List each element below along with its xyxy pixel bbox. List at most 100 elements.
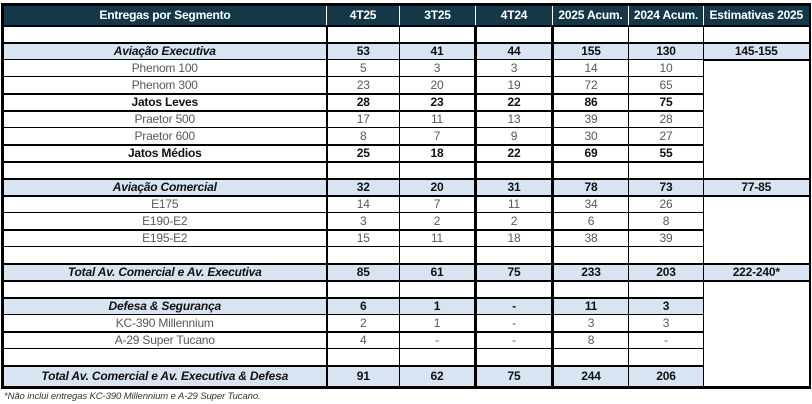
column-header-2: 3T25 xyxy=(399,4,476,27)
value-cell: 19 xyxy=(474,76,553,95)
value-cell xyxy=(628,348,704,367)
value-cell xyxy=(399,280,476,299)
segment-label-cell: KC-390 Millennium xyxy=(2,314,327,333)
estimate-cell xyxy=(703,280,810,389)
value-cell: 2 xyxy=(325,314,400,333)
table-row: Jatos Leves 28 23 22 86 75 xyxy=(2,93,810,112)
value-cell: - xyxy=(399,331,476,349)
value-cell: 86 xyxy=(551,93,629,112)
value-cell: - xyxy=(474,314,553,333)
value-cell: 6 xyxy=(325,297,400,315)
table-row: Defesa & Segurança 6 1-11 3 xyxy=(2,297,810,315)
footnote: *Não inclui entregas KC-390 Millennium e… xyxy=(4,391,261,402)
estimate-cell: 77-85 xyxy=(703,178,810,197)
value-cell xyxy=(628,280,704,299)
table-row: A-29 Super Tucano 4- -8- xyxy=(2,331,810,349)
blank-cell xyxy=(2,246,327,265)
value-cell: 28 xyxy=(325,93,400,112)
value-cell: 91 xyxy=(325,365,400,388)
value-cell xyxy=(399,348,476,367)
value-cell xyxy=(474,348,553,367)
table-row: Phenom 100 5 3 3 14 10 xyxy=(2,59,810,180)
header-row: Entregas por Segmento 4T25 3T25 4T24 2025 Ac… xyxy=(2,4,810,27)
value-cell xyxy=(399,25,476,44)
segment-label-cell: Aviação Comercial xyxy=(2,178,327,197)
value-cell xyxy=(551,161,629,180)
value-cell: 5 xyxy=(325,59,400,77)
value-cell: - xyxy=(628,331,704,349)
value-cell: 22 xyxy=(474,93,553,112)
value-cell: 78 xyxy=(551,178,629,197)
value-cell xyxy=(551,25,629,44)
column-header-0: Entregas por Segmento xyxy=(2,4,327,27)
value-cell xyxy=(474,25,553,44)
value-cell: 69 xyxy=(551,144,629,163)
value-cell: 85 xyxy=(325,263,400,282)
value-cell: 1 xyxy=(399,297,476,315)
table-body: Aviação Executiva 53 41 44 155 130 145-155 Phen… xyxy=(2,25,810,389)
segment-label-cell: Phenom 300 xyxy=(2,76,327,95)
value-cell: 3 xyxy=(551,314,629,333)
value-cell: 3 xyxy=(325,212,400,231)
value-cell: 23 xyxy=(325,76,400,95)
value-cell: 3 xyxy=(399,59,476,77)
segment-label-cell: Total Av. Comercial e Av. Executiva & De… xyxy=(2,365,327,388)
value-cell: 8 xyxy=(325,127,400,146)
value-cell xyxy=(399,161,476,180)
value-cell: 130 xyxy=(628,42,704,60)
value-cell: 15 xyxy=(325,229,400,247)
value-cell xyxy=(551,348,629,367)
value-cell: - xyxy=(474,297,553,315)
table-row: Jatos Médios 25 18 22 69 55 xyxy=(2,144,810,163)
table-row: E190-E2 3 2 2 6 8 xyxy=(2,212,810,231)
value-cell: 2 xyxy=(474,212,553,231)
value-cell: 18 xyxy=(399,144,476,163)
value-cell: 1 xyxy=(399,314,476,333)
value-cell: 203 xyxy=(628,263,704,282)
value-cell: 44 xyxy=(474,42,553,60)
value-cell: 3 xyxy=(474,59,553,77)
value-cell: 39 xyxy=(551,110,629,128)
deliveries-by-segment-table: Entregas por Segmento 4T25 3T25 4T24 2025 Ac… xyxy=(1,3,811,389)
value-cell: 73 xyxy=(628,178,704,197)
value-cell: 22 xyxy=(474,144,553,163)
value-cell: - xyxy=(474,331,553,349)
value-cell xyxy=(628,25,704,44)
table-row: Praetor 600 8 7 9 30 27 xyxy=(2,127,810,146)
table-row: Aviação Executiva 53 41 44 155 130 145-155 xyxy=(2,42,810,61)
segment-label-cell: Total Av. Comercial e Av. Executiva xyxy=(2,263,327,282)
value-cell: 7 xyxy=(399,127,476,146)
value-cell: 27 xyxy=(628,127,704,146)
column-header-5: 2024 Acum. xyxy=(628,4,704,27)
value-cell: 4 xyxy=(325,331,400,349)
segment-label-cell: Jatos Médios xyxy=(2,144,327,163)
value-cell: 233 xyxy=(551,263,629,282)
table-row: E175 14 7 11 34 26 xyxy=(2,195,810,265)
value-cell xyxy=(474,161,553,180)
value-cell: 2 xyxy=(399,212,476,231)
value-cell: 11 xyxy=(474,195,553,213)
estimate-cell xyxy=(703,59,810,180)
value-cell: 11 xyxy=(551,297,629,315)
segment-label-cell: Praetor 500 xyxy=(2,110,327,128)
segment-label-cell: Jatos Leves xyxy=(2,93,327,112)
segment-label-cell: E175 xyxy=(2,195,327,213)
value-cell: 61 xyxy=(399,263,476,282)
value-cell: 6 xyxy=(551,212,629,231)
segment-label-cell: Aviação Executiva xyxy=(2,42,327,60)
value-cell: 20 xyxy=(399,178,476,197)
estimate-cell: 145-155 xyxy=(703,42,810,61)
value-cell xyxy=(325,246,400,265)
segment-label-cell: E195-E2 xyxy=(2,229,327,247)
value-cell: 14 xyxy=(325,195,400,213)
estimate-cell: 222-240* xyxy=(703,263,810,282)
value-cell xyxy=(325,25,400,44)
value-cell: 10 xyxy=(628,59,704,77)
value-cell: 38 xyxy=(551,229,629,247)
segment-label-cell: A-29 Super Tucano xyxy=(2,331,327,349)
value-cell: 9 xyxy=(474,127,553,146)
value-cell: 62 xyxy=(399,365,476,388)
estimate-cell xyxy=(703,195,810,265)
value-cell: 41 xyxy=(399,42,476,60)
value-cell xyxy=(325,348,400,367)
